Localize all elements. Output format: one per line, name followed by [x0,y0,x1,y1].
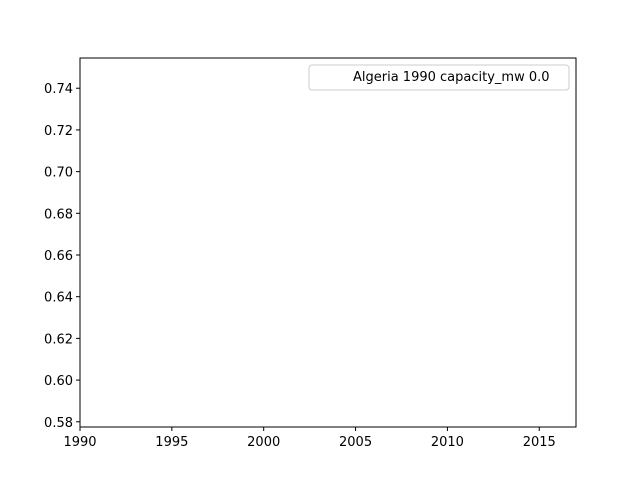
x-tick-label: 2005 [339,435,372,450]
y-axis: 0.58 0.60 0.62 0.64 0.66 0.68 0.70 0.72 0.74 [44,82,80,431]
plot-area [80,58,576,427]
x-tick-label: 1990 [63,435,96,450]
y-tick-label: 0.58 [44,416,73,431]
legend-entry: Algeria 1990 capacity_mw 0.0 [353,70,550,85]
y-tick-label: 0.68 [44,207,73,222]
x-tick-label: 2010 [431,435,464,450]
x-tick-label: 2015 [523,435,556,450]
y-tick-label: 0.60 [44,374,73,389]
x-tick-label: 1995 [155,435,188,450]
x-tick-label: 2000 [247,435,280,450]
y-tick-label: 0.74 [44,82,73,97]
y-tick-label: 0.66 [44,249,73,264]
legend: Algeria 1990 capacity_mw 0.0 [308,64,570,91]
y-tick-label: 0.72 [44,124,73,139]
legend-box [308,64,570,91]
axes-frame [79,57,577,428]
y-tick-label: 0.64 [44,291,73,306]
y-tick-label: 0.62 [44,332,73,347]
y-tick-label: 0.70 [44,166,73,181]
axes-background [80,58,576,427]
x-axis: 1990 1995 2000 2005 2010 2015 [63,427,556,450]
